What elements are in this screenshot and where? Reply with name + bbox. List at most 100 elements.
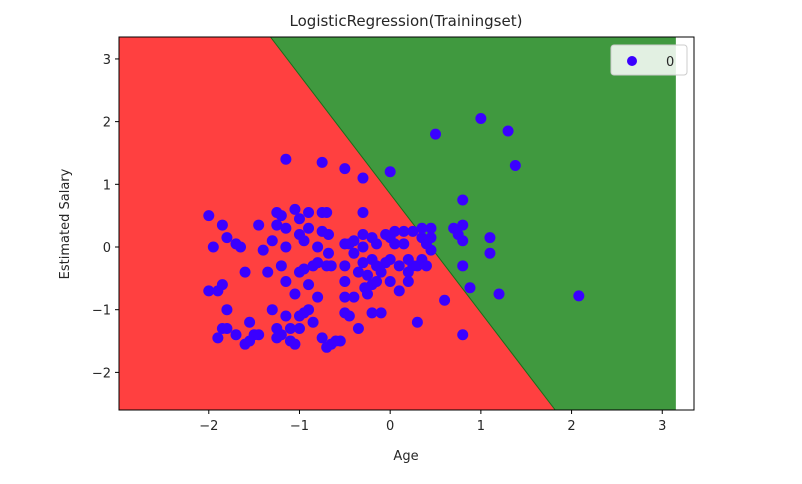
data-point: [402, 275, 414, 287]
data-point: [266, 304, 278, 316]
data-point: [371, 275, 383, 287]
data-point: [293, 213, 305, 225]
legend: 0: [610, 44, 688, 76]
data-point: [280, 310, 292, 322]
data-point: [457, 194, 469, 206]
data-point: [357, 172, 369, 184]
data-point: [212, 332, 224, 344]
legend-label: 0: [666, 55, 674, 70]
data-point: [289, 338, 301, 350]
data-point: [339, 260, 351, 272]
data-point: [475, 112, 487, 124]
data-point: [407, 225, 419, 237]
data-point: [375, 307, 387, 319]
data-point: [216, 279, 228, 291]
data-point: [484, 232, 496, 244]
data-point: [343, 310, 355, 322]
plot-area: [119, 37, 694, 410]
data-point: [221, 304, 233, 316]
data-point: [457, 219, 469, 231]
data-point: [257, 244, 269, 256]
data-point: [464, 282, 476, 294]
data-point: [323, 228, 335, 240]
data-point: [312, 257, 324, 269]
data-point: [357, 207, 369, 219]
data-point: [323, 247, 335, 259]
data-point: [203, 210, 215, 222]
data-point: [339, 291, 351, 303]
data-point: [216, 219, 228, 231]
x-axis-ticks: −2 −1 0 1 2 3: [199, 410, 666, 434]
data-point: [303, 207, 315, 219]
data-point: [339, 163, 351, 175]
data-point: [325, 260, 337, 272]
x-tick-label: 0: [386, 419, 394, 434]
data-point: [425, 232, 437, 244]
data-point: [393, 285, 405, 297]
decision-boundary-line: [270, 37, 556, 410]
x-tick-label: 1: [477, 419, 485, 434]
data-point: [366, 307, 378, 319]
x-axis-label: Age: [393, 449, 418, 464]
data-point: [573, 290, 585, 302]
data-point: [457, 260, 469, 272]
data-point: [271, 219, 283, 231]
y-tick-label: 0: [103, 241, 111, 256]
data-point: [280, 153, 292, 165]
x-tick-label: −2: [199, 419, 218, 434]
data-point: [253, 329, 265, 341]
data-point: [357, 228, 369, 240]
data-point: [280, 222, 292, 234]
y-tick-label: −1: [92, 304, 111, 319]
data-point: [375, 266, 387, 278]
data-point: [303, 304, 315, 316]
data-point: [235, 241, 247, 253]
data-point: [303, 222, 315, 234]
data-point: [389, 238, 401, 250]
data-point: [398, 238, 410, 250]
data-point: [334, 335, 346, 347]
data-point: [384, 275, 396, 287]
data-point: [362, 269, 374, 281]
decision-region-class-1: [270, 37, 676, 410]
data-point: [348, 235, 360, 247]
data-point: [425, 222, 437, 234]
data-point: [275, 210, 287, 222]
data-point: [484, 247, 496, 259]
data-point: [457, 329, 469, 341]
data-point: [420, 260, 432, 272]
data-point: [207, 241, 219, 253]
x-tick-label: 3: [658, 419, 666, 434]
data-point: [284, 323, 296, 335]
data-point: [339, 275, 351, 287]
data-point: [389, 225, 401, 237]
chart-title: LogisticRegression(Trainingset): [290, 12, 523, 30]
data-point: [493, 288, 505, 300]
data-point: [307, 316, 319, 328]
data-point: [411, 316, 423, 328]
data-point: [312, 241, 324, 253]
data-point: [253, 219, 265, 231]
y-tick-label: 3: [103, 53, 111, 68]
data-point: [371, 238, 383, 250]
data-point: [509, 160, 521, 172]
data-point: [293, 323, 305, 335]
data-point: [357, 257, 369, 269]
data-point: [352, 323, 364, 335]
data-point: [262, 266, 274, 278]
y-axis-label: Estimated Salary: [58, 168, 73, 279]
data-point: [316, 156, 328, 168]
data-point: [303, 279, 315, 291]
y-tick-label: 2: [103, 116, 111, 131]
data-point: [362, 288, 374, 300]
data-point: [293, 266, 305, 278]
data-point: [384, 166, 396, 178]
data-point: [221, 232, 233, 244]
y-tick-label: 1: [103, 178, 111, 193]
legend-marker: [627, 56, 637, 66]
data-point: [280, 275, 292, 287]
data-point: [348, 247, 360, 259]
data-point: [425, 244, 437, 256]
data-point: [439, 294, 451, 306]
